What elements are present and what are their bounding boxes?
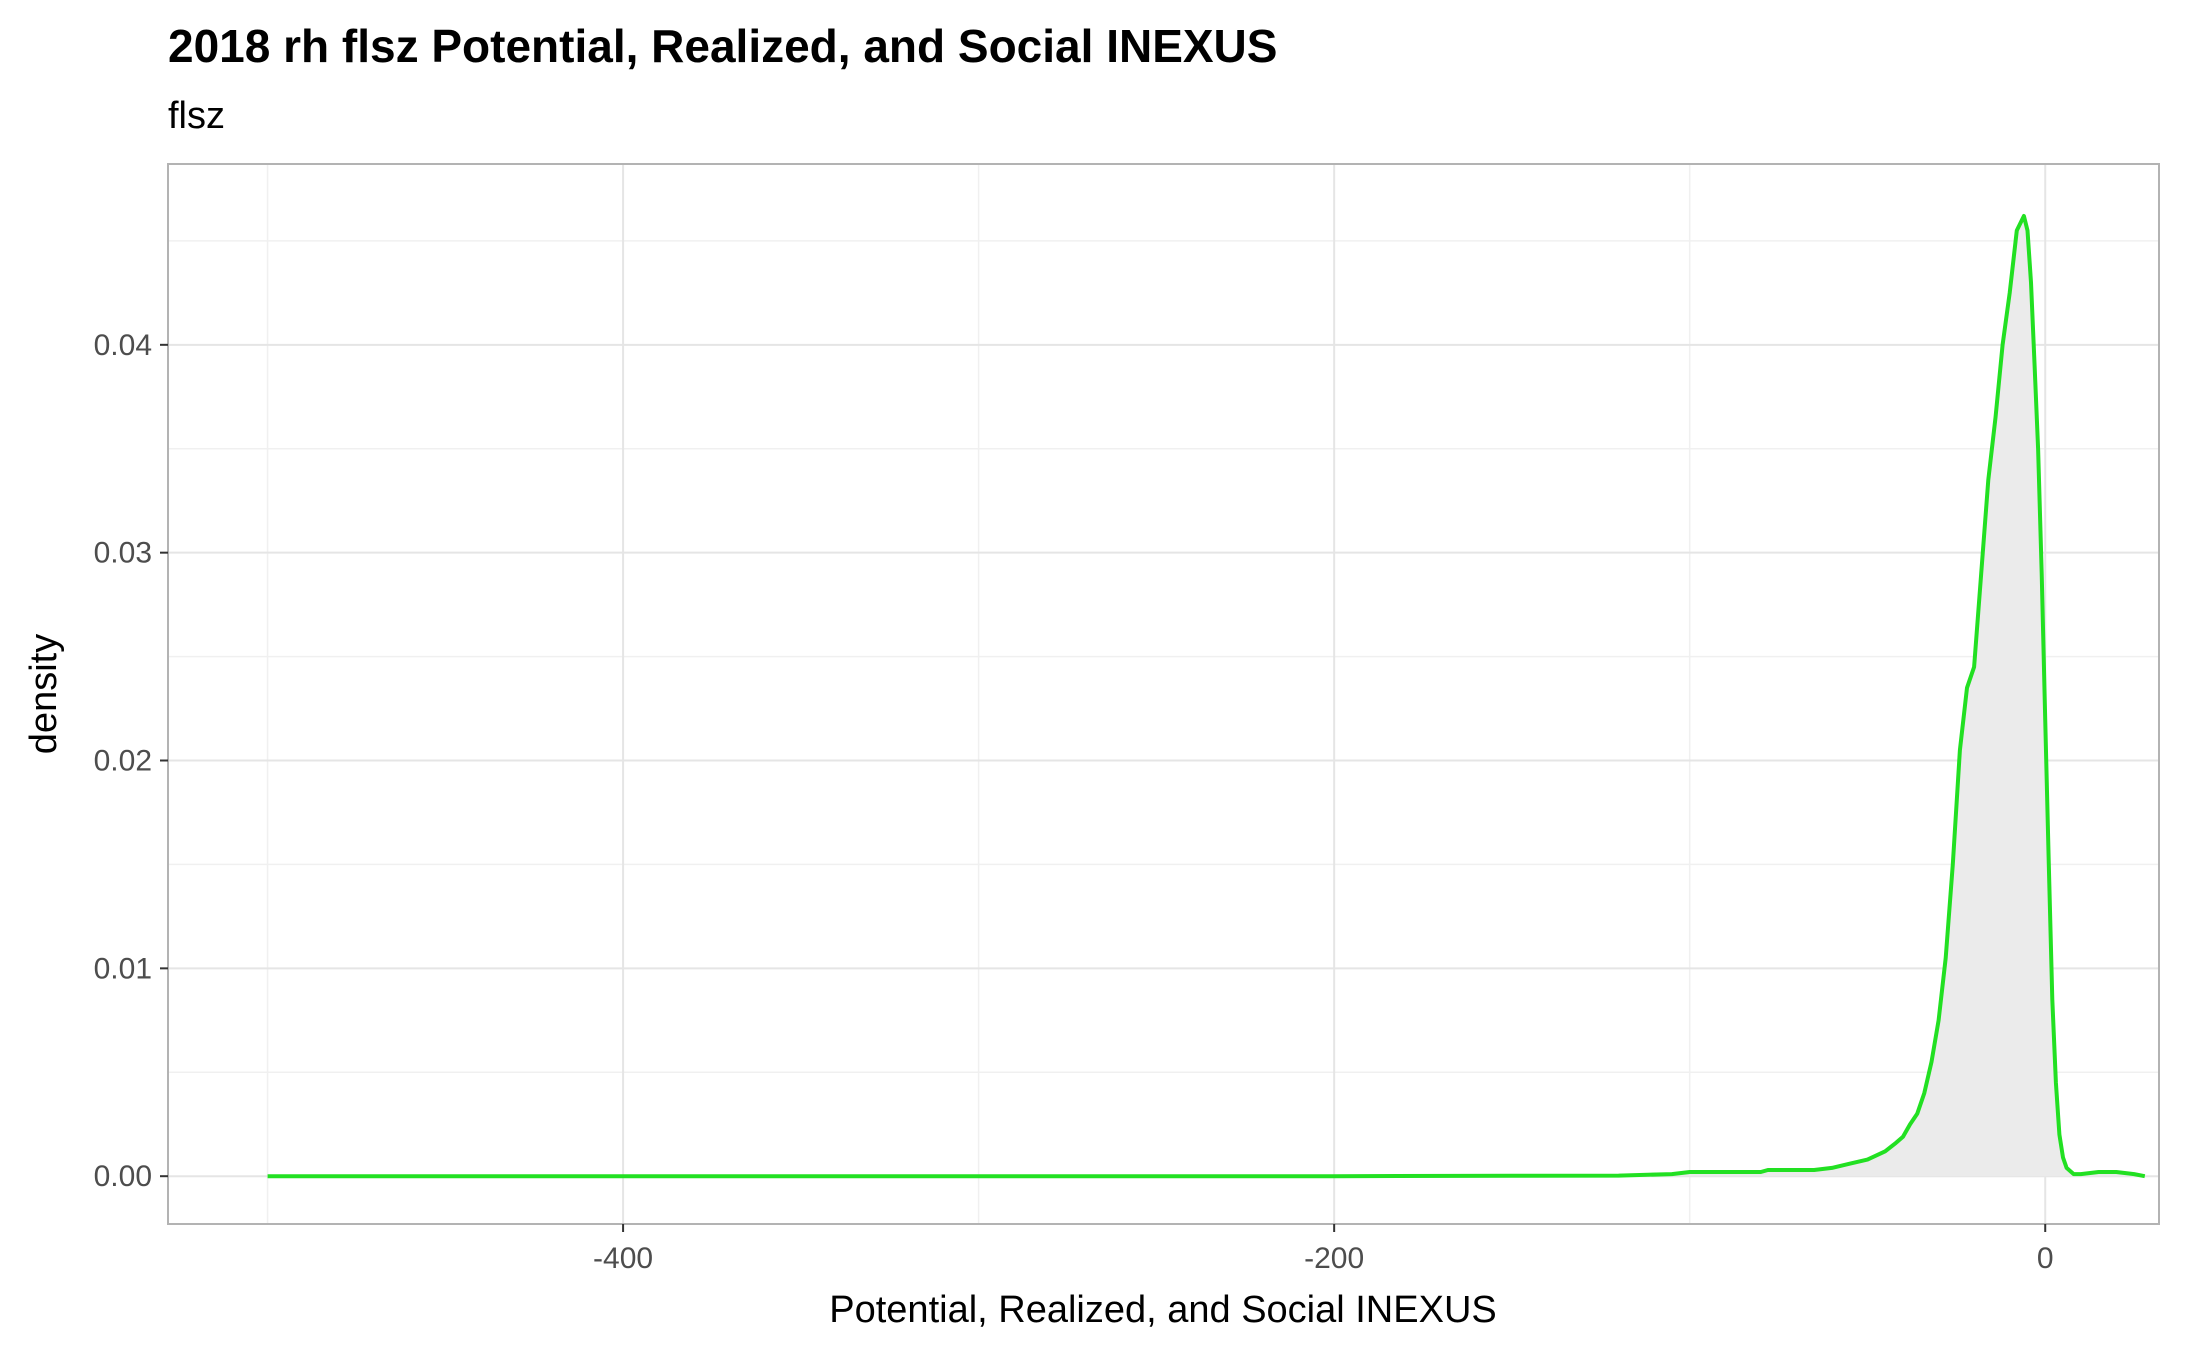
x-axis-title: Potential, Realized, and Social INEXUS bbox=[829, 1289, 1496, 1331]
x-tick-label: -200 bbox=[1304, 1242, 1364, 1275]
density-line bbox=[267, 214, 2146, 1179]
density-area bbox=[267, 216, 2145, 1177]
y-tick-label: 0.01 bbox=[94, 952, 152, 985]
chart-subtitle: flsz bbox=[168, 95, 225, 137]
x-tick-label: 0 bbox=[2037, 1242, 2054, 1275]
panel-border bbox=[167, 163, 2160, 1225]
panel-background bbox=[168, 164, 2159, 1224]
y-axis-ticks: 0.00 0.01 0.02 0.03 0.04 bbox=[94, 329, 168, 1193]
y-tick-label: 0.00 bbox=[94, 1160, 152, 1193]
y-tick-label: 0.03 bbox=[94, 537, 152, 570]
y-tick-label: 0.04 bbox=[94, 329, 152, 362]
x-tick-label: -400 bbox=[593, 1242, 653, 1275]
minor-gridlines bbox=[168, 164, 2159, 1224]
x-axis-ticks: -400 -200 0 bbox=[593, 1224, 2054, 1275]
y-tick-label: 0.02 bbox=[94, 745, 152, 778]
plot-panel bbox=[167, 163, 2160, 1225]
chart-title: 2018 rh flsz Potential, Realized, and So… bbox=[168, 20, 1277, 72]
y-axis-title: density bbox=[23, 634, 65, 754]
